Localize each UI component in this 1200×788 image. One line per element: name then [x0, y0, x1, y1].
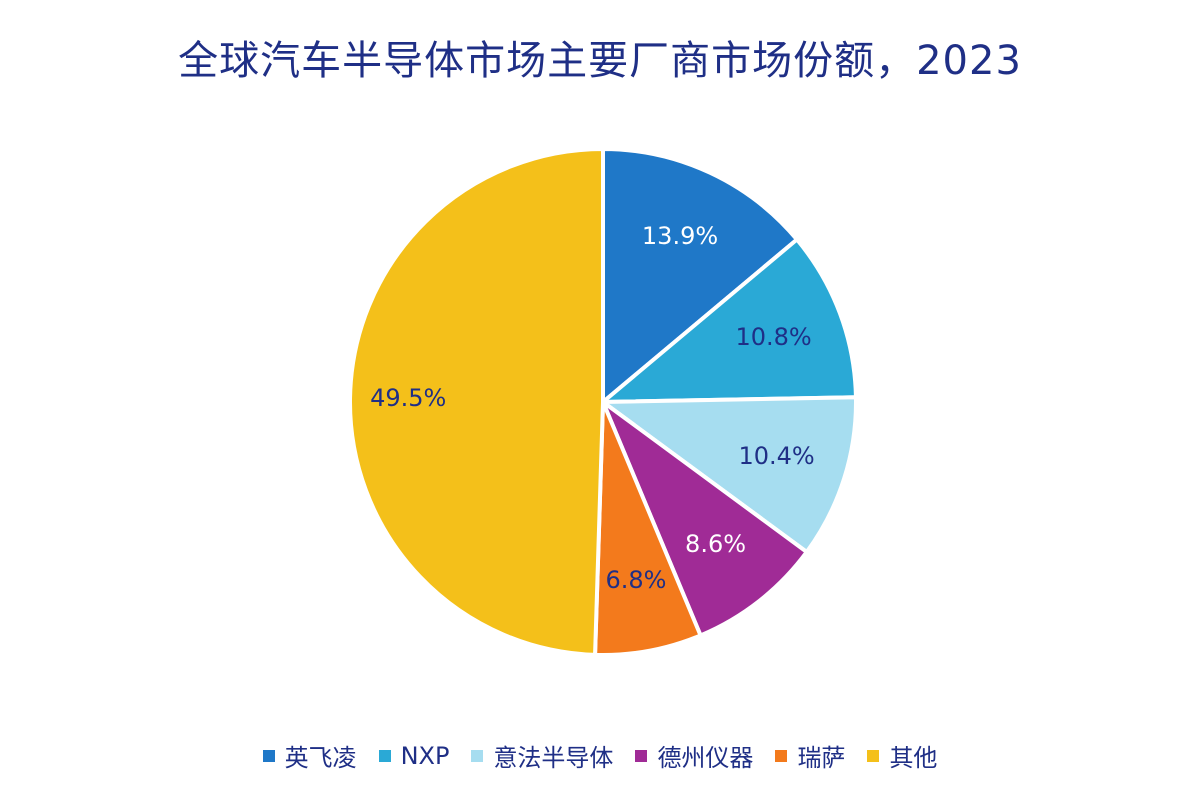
legend-swatch: [775, 749, 788, 762]
legend-swatch: [867, 749, 880, 762]
data-label-nxp: 10.8%: [735, 323, 811, 351]
data-label-others: 49.5%: [370, 384, 446, 412]
legend-label: 德州仪器: [657, 744, 754, 772]
legend-label: 其他: [889, 744, 938, 772]
pie-slice-others: [348, 147, 605, 657]
legend-swatch: [635, 749, 648, 762]
pie-slice-infineon: [601, 147, 799, 404]
legend: 英飞凌 NXP 意法半导体 德州仪器 瑞萨 其他: [0, 738, 1200, 773]
data-label-st: 10.4%: [738, 442, 814, 470]
data-label-ti: 8.6%: [685, 530, 746, 558]
legend-item-renesas: 瑞萨: [775, 738, 845, 773]
legend-item-others: 其他: [867, 738, 937, 773]
pie-slice-nxp: [601, 237, 858, 404]
data-label-infineon: 13.9%: [642, 222, 718, 250]
pie-slice-ti: [601, 400, 809, 638]
legend-swatch: [262, 749, 275, 762]
pie-slice-renesas: [593, 400, 703, 657]
chart-title: 全球汽车半导体市场主要厂商市场份额，2023: [178, 38, 1022, 84]
legend-item-ti: 德州仪器: [635, 738, 753, 773]
legend-label: 英飞凌: [284, 744, 357, 772]
pie-slice-st: [601, 395, 858, 554]
legend-label: 意法半导体: [493, 744, 614, 772]
legend-swatch: [471, 749, 484, 762]
data-label-renesas: 6.8%: [606, 566, 667, 594]
legend-item-st: 意法半导体: [471, 738, 613, 773]
legend-swatch: [378, 749, 391, 762]
legend-label: NXP: [400, 741, 450, 770]
legend-item-nxp: NXP: [378, 741, 450, 770]
legend-label: 瑞萨: [797, 744, 846, 772]
legend-item-infineon: 英飞凌: [262, 738, 357, 773]
